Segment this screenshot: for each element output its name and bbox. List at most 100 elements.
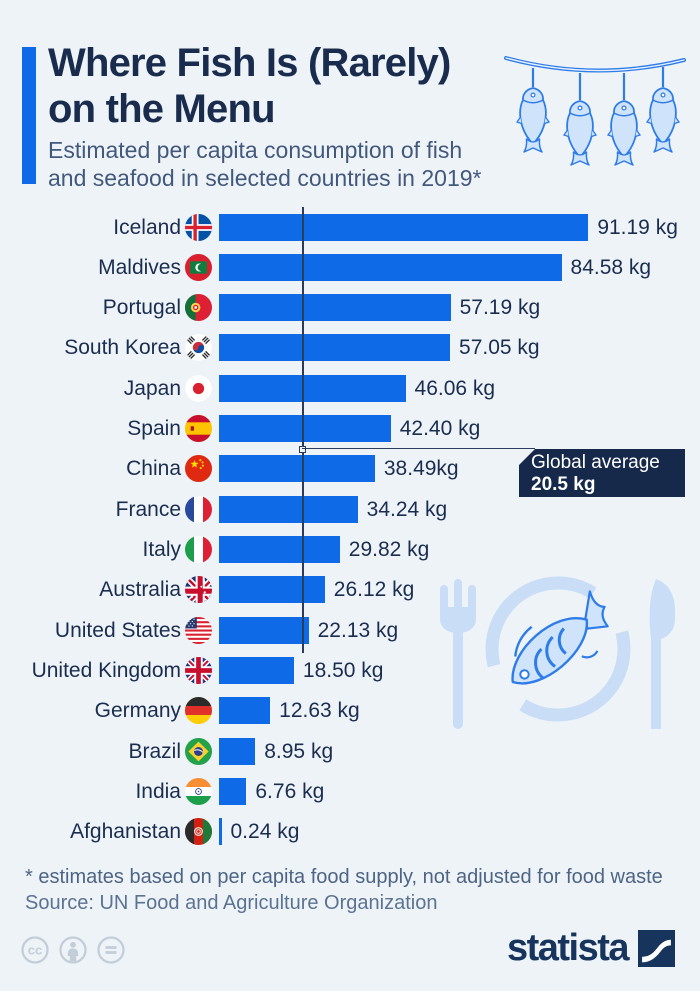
title-line-2: on the Menu xyxy=(48,87,276,131)
svg-text:cc: cc xyxy=(28,943,43,958)
japan-flag-icon xyxy=(185,374,212,402)
value-label: 26.12 kg xyxy=(333,578,415,602)
chart-subtitle: Estimated per capita consumption of fish… xyxy=(48,136,481,192)
value-bar xyxy=(219,536,340,564)
value-label: 29.82 kg xyxy=(348,538,430,562)
chart-row: Maldives 84.58 kg xyxy=(0,253,700,281)
footnote: * estimates based on per capita food sup… xyxy=(25,866,663,888)
germany-flag-icon xyxy=(185,697,212,725)
country-label: Spain xyxy=(127,417,181,441)
country-label: Brazil xyxy=(128,739,181,763)
country-label: Germany xyxy=(94,699,181,723)
iceland-flag-icon xyxy=(185,213,212,241)
value-label: 91.19 kg xyxy=(597,215,678,239)
source-line: Source: UN Food and Agriculture Organiza… xyxy=(25,892,438,914)
value-label: 18.50 kg xyxy=(302,659,384,683)
chart-row: Afghanistan 0.24 kg xyxy=(0,818,700,846)
value-bar xyxy=(219,213,589,241)
title-line-1: Where Fish Is (Rarely) xyxy=(48,41,451,85)
subtitle-line-2: and seafood in selected countries in 201… xyxy=(48,165,482,191)
value-label: 84.58 kg xyxy=(570,255,652,279)
country-label: Japan xyxy=(123,376,181,400)
fish-garland-icon xyxy=(504,56,686,166)
value-label: 57.19 kg xyxy=(459,296,541,320)
south-korea-flag-icon xyxy=(185,334,212,362)
global-average-label: Global average xyxy=(531,452,660,473)
country-label: South Korea xyxy=(64,336,181,360)
value-bar xyxy=(219,374,406,402)
global-average-value: 20.5 kg xyxy=(531,473,596,495)
united-states-flag-icon xyxy=(185,616,212,644)
cc-license-icon[interactable]: cc xyxy=(20,935,50,965)
country-label: Portugal xyxy=(102,296,181,320)
country-label: Maldives xyxy=(98,255,181,279)
italy-flag-icon xyxy=(185,536,212,564)
value-bar xyxy=(219,294,451,322)
value-label: 12.63 kg xyxy=(279,699,360,723)
value-bar xyxy=(219,253,562,281)
afghanistan-flag-icon xyxy=(185,818,212,846)
chart-row: Australia 26.12 kg xyxy=(0,576,700,604)
value-bar xyxy=(219,616,309,644)
country-label: United States xyxy=(54,618,181,642)
united-kingdom-flag-icon xyxy=(185,657,212,685)
value-bar xyxy=(219,415,391,443)
value-bar xyxy=(219,657,294,685)
country-label: United Kingdom xyxy=(31,659,181,683)
page-title: Where Fish Is (Rarely) on the Menu xyxy=(48,40,451,132)
value-bar xyxy=(219,455,375,483)
value-label: 6.76 kg xyxy=(255,780,325,804)
global-average-callout: Global average 20.5 kg xyxy=(519,449,685,497)
country-label: India xyxy=(135,780,181,804)
value-label: 22.13 kg xyxy=(317,618,399,642)
country-label: France xyxy=(115,497,181,521)
knife-icon xyxy=(649,579,675,729)
cc-nd-equals-icon[interactable] xyxy=(96,935,126,965)
value-bar xyxy=(219,737,256,765)
value-label: 46.06 kg xyxy=(414,376,496,400)
statista-logo[interactable]: statista xyxy=(507,929,675,967)
global-average-marker xyxy=(298,446,306,453)
chart-row: United Kingdom 18.50 kg xyxy=(0,657,700,685)
maldives-flag-icon xyxy=(185,253,212,281)
value-bar xyxy=(219,818,222,846)
fish-plate-icon xyxy=(440,576,675,729)
chart-row: Portugal 57.19 kg xyxy=(0,294,700,322)
global-average-line xyxy=(302,207,304,653)
chart-row: France 34.24 kg xyxy=(0,495,700,523)
chart-row: China 38.49kg xyxy=(0,455,700,483)
country-label: Italy xyxy=(142,538,181,562)
country-label: Afghanistan xyxy=(70,820,181,844)
country-label: China xyxy=(126,457,181,481)
statista-logo-mark[interactable] xyxy=(638,929,675,967)
value-bar xyxy=(219,576,325,604)
value-bar xyxy=(219,778,247,806)
value-bar xyxy=(219,697,271,725)
value-bar xyxy=(219,334,451,362)
chart-row: India 6.76 kg xyxy=(0,778,700,806)
france-flag-icon xyxy=(185,495,212,523)
chart-row: Japan 46.06 kg xyxy=(0,374,700,402)
title-accent-bar xyxy=(22,47,36,184)
australia-flag-icon xyxy=(185,576,212,604)
chart-row: South Korea 57.05 kg xyxy=(0,334,700,362)
value-label: 0.24 kg xyxy=(230,820,300,844)
india-flag-icon xyxy=(185,778,212,806)
subtitle-line-1: Estimated per capita consumption of fish xyxy=(48,137,463,163)
value-bar xyxy=(219,495,358,523)
cc-by-attribution-icon[interactable] xyxy=(58,935,88,965)
global-average-connector xyxy=(302,447,536,449)
spain-flag-icon xyxy=(185,415,212,443)
fork-icon xyxy=(440,579,476,729)
value-label: 34.24 kg xyxy=(366,497,448,521)
plate-icon xyxy=(485,576,631,722)
license-badges: cc xyxy=(20,935,126,965)
value-label: 38.49kg xyxy=(383,457,459,481)
statista-logo-text[interactable]: statista xyxy=(506,927,630,969)
chart-row: Germany 12.63 kg xyxy=(0,697,700,725)
country-label: Iceland xyxy=(113,215,181,239)
china-flag-icon xyxy=(185,455,212,483)
chart-row: Brazil 8.95 kg xyxy=(0,737,700,765)
portugal-flag-icon xyxy=(185,294,212,322)
